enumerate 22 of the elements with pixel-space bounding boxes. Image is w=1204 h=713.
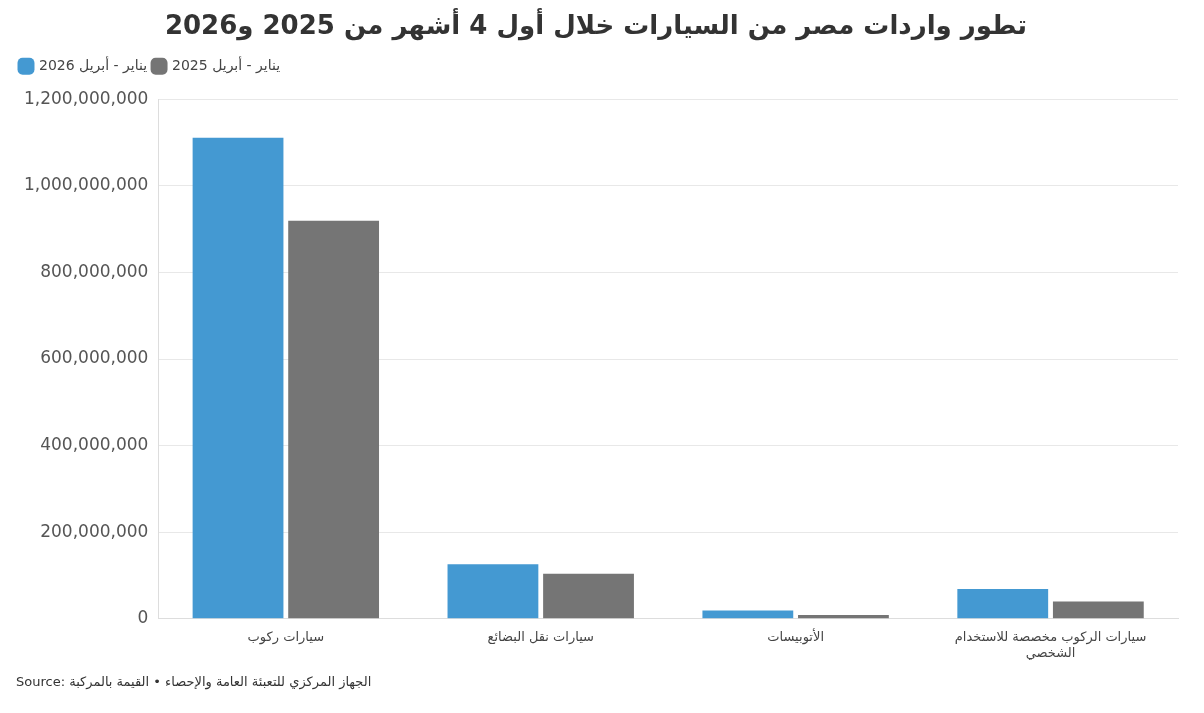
- y-tick-label: 600,000,000: [40, 347, 149, 368]
- y-tick-label: 1,000,000,000: [24, 174, 149, 195]
- bar: [447, 564, 539, 619]
- y-tick-label: 800,000,000: [40, 260, 149, 281]
- y-tick-label: 400,000,000: [40, 434, 149, 455]
- legend-label: يناير - أبريل 2026: [39, 55, 148, 74]
- y-tick-label: 200,000,000: [40, 520, 149, 541]
- chart-title: تطور واردات مصر من السيارات خلال أول 4 أشهر من 2025 و2026: [164, 8, 1028, 42]
- y-tick-label: 1,200,000,000: [24, 87, 149, 108]
- y-tick-label: 0: [137, 607, 149, 628]
- bar: [702, 610, 794, 619]
- legend-label: يناير - أبريل 2025: [172, 55, 281, 74]
- x-tick-label: سيارات نقل البضائع: [487, 628, 594, 645]
- x-tick-label: سيارات الركوب مخصصة للاستخدام الشخصي: [954, 628, 1147, 660]
- bar: [1052, 601, 1144, 619]
- x-tick-label: سيارات ركوب: [247, 628, 325, 645]
- bar: [543, 573, 634, 619]
- source-note: Source: الجهاز المركزي للتعبئة العامة والإحصاء • القيمة بالمركبة: [15, 674, 373, 689]
- bar: [192, 137, 284, 619]
- bar: [288, 220, 380, 619]
- bar: [957, 588, 1049, 619]
- x-tick-label: الأتوبيسات: [767, 627, 824, 645]
